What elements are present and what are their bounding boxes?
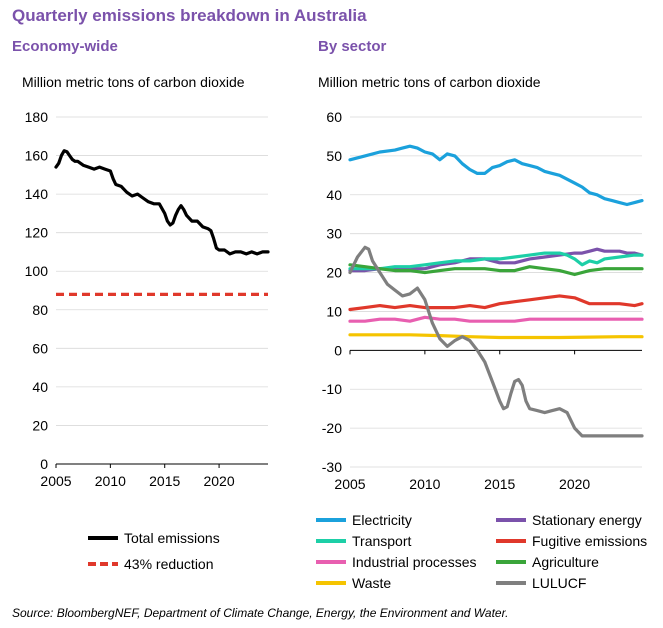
series-line-waste bbox=[348, 333, 644, 340]
right-y-tick-label: 20 bbox=[326, 265, 342, 281]
right-y-tick-label: 40 bbox=[326, 187, 342, 203]
series-line-total-emissions bbox=[54, 149, 270, 256]
legend-item-transport: Transport bbox=[316, 533, 411, 549]
left-y-tick-label: 80 bbox=[32, 302, 48, 318]
legend-item-total-emissions: Total emissions bbox=[88, 530, 220, 546]
right-y-tick-label: 60 bbox=[326, 109, 342, 125]
legend-label: Waste bbox=[352, 575, 392, 591]
left-y-tick-label: 100 bbox=[25, 263, 49, 279]
series-line-fugitive-emissions bbox=[348, 294, 644, 312]
legend-label: Fugitive emissions bbox=[532, 533, 648, 549]
right-x-tick-label: 2010 bbox=[409, 476, 440, 492]
legend-label: Transport bbox=[352, 533, 412, 549]
legend-swatch bbox=[316, 560, 346, 564]
right-y-tick-label: 0 bbox=[334, 342, 342, 358]
left-chart-title: Economy-wide bbox=[12, 38, 118, 55]
left-y-tick-label: 140 bbox=[25, 186, 49, 202]
right-y-tick-label: -20 bbox=[322, 420, 342, 436]
legend-swatch bbox=[316, 581, 346, 585]
series-line-stationary-energy bbox=[348, 247, 644, 273]
legend-label: Stationary energy bbox=[532, 512, 642, 528]
left-y-tick-label: 180 bbox=[25, 109, 49, 125]
source-note: Source: BloombergNEF, Department of Clim… bbox=[12, 606, 509, 620]
legend-item-stationary-energy: Stationary energy bbox=[496, 512, 642, 528]
legend-item-waste: Waste bbox=[316, 575, 391, 591]
right-x-tick-label: 2015 bbox=[484, 476, 515, 492]
series-line-lulucf bbox=[348, 245, 644, 438]
series-line-transport bbox=[348, 251, 644, 271]
legend-swatch bbox=[496, 581, 526, 585]
series-line-electricity bbox=[348, 144, 644, 207]
legend-label: Total emissions bbox=[124, 530, 220, 546]
left-y-axis-label: Million metric tons of carbon dioxide bbox=[22, 74, 245, 90]
left-y-tick-label: 160 bbox=[25, 148, 49, 164]
legend-item-industrial-processes: Industrial processes bbox=[316, 554, 477, 570]
legend-swatch bbox=[496, 560, 526, 564]
legend-swatch bbox=[88, 536, 118, 540]
right-y-tick-label: 30 bbox=[326, 226, 342, 242]
right-y-tick-label: 50 bbox=[326, 148, 342, 164]
legend-label: Electricity bbox=[352, 512, 412, 528]
legend-item-agriculture: Agriculture bbox=[496, 554, 599, 570]
legend-label: 43% reduction bbox=[124, 556, 214, 572]
right-chart-title: By sector bbox=[318, 38, 387, 55]
right-x-tick-label: 2005 bbox=[334, 476, 365, 492]
right-y-tick-label: -30 bbox=[322, 459, 342, 475]
left-y-tick-label: 120 bbox=[25, 225, 49, 241]
legend-swatch bbox=[496, 518, 526, 522]
left-y-tick-label: 40 bbox=[32, 379, 48, 395]
legend-label: Industrial processes bbox=[352, 554, 477, 570]
legend-item-fugitive-emissions: Fugitive emissions bbox=[496, 533, 647, 549]
series-line-agriculture bbox=[348, 263, 644, 277]
legend-swatch bbox=[316, 539, 346, 543]
left-x-tick-label: 2020 bbox=[203, 473, 234, 489]
left-y-tick-label: 60 bbox=[32, 340, 48, 356]
left-x-tick-label: 2005 bbox=[40, 473, 71, 489]
left-x-tick-label: 2015 bbox=[149, 473, 180, 489]
left-y-tick-label: 20 bbox=[32, 417, 48, 433]
legend-item-electricity: Electricity bbox=[316, 512, 412, 528]
chart-main-title: Quarterly emissions breakdown in Austral… bbox=[12, 6, 367, 25]
legend-item-43-reduction: 43% reduction bbox=[88, 556, 214, 572]
right-y-tick-label: -10 bbox=[322, 381, 342, 397]
left-y-tick-label: 0 bbox=[40, 456, 48, 472]
right-y-axis-label: Million metric tons of carbon dioxide bbox=[318, 74, 541, 90]
right-y-tick-label: 10 bbox=[326, 303, 342, 319]
left-x-tick-label: 2010 bbox=[95, 473, 126, 489]
legend-swatch bbox=[88, 562, 118, 566]
legend-swatch bbox=[316, 518, 346, 522]
legend-label: LULUCF bbox=[532, 575, 587, 591]
series-line-industrial-processes bbox=[348, 315, 644, 323]
legend-swatch bbox=[496, 539, 526, 543]
legend-item-lulucf: LULUCF bbox=[496, 575, 586, 591]
right-x-tick-label: 2020 bbox=[559, 476, 590, 492]
legend-label: Agriculture bbox=[532, 554, 599, 570]
